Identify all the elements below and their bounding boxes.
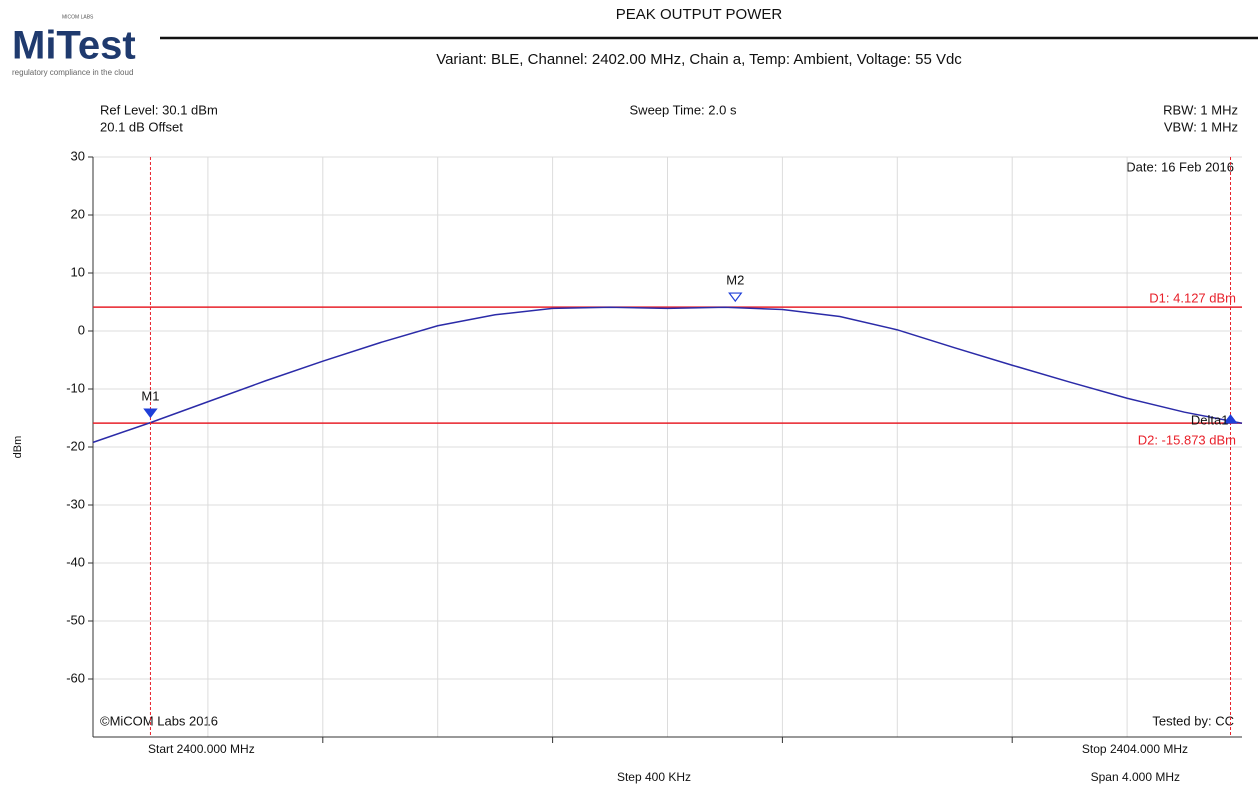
vbw: VBW: 1 MHz bbox=[1164, 119, 1238, 134]
y-tick-label: -60 bbox=[66, 670, 85, 685]
stop: Stop 2404.000 MHz bbox=[1082, 742, 1188, 756]
title: PEAK OUTPUT POWER bbox=[616, 6, 783, 23]
y-tick-label: 30 bbox=[71, 148, 85, 163]
logo-small: MICOM LABS bbox=[62, 14, 94, 20]
start: Start 2400.000 MHz bbox=[148, 742, 255, 756]
rbw: RBW: 1 MHz bbox=[1163, 102, 1238, 117]
sweep: Sweep Time: 2.0 s bbox=[630, 102, 737, 117]
marker bbox=[1223, 414, 1238, 424]
marker bbox=[143, 408, 158, 419]
reference-label: D1: 4.127 dBm bbox=[1149, 291, 1236, 306]
tagline: regulatory compliance in the cloud bbox=[12, 68, 133, 77]
reference-label: D2: -15.873 dBm bbox=[1138, 433, 1236, 448]
logo-text: MiTest bbox=[12, 24, 136, 68]
y-tick-label: 0 bbox=[78, 322, 85, 337]
logo: MiTest MICOM LABS regulatory compliance … bbox=[12, 14, 136, 77]
y-tick-label: -20 bbox=[66, 438, 85, 453]
ref-level: Ref Level: 30.1 dBm bbox=[100, 102, 218, 117]
y-tick-label: -10 bbox=[66, 380, 85, 395]
subtitle: Variant: BLE, Channel: 2402.00 MHz, Chai… bbox=[436, 51, 962, 68]
y-tick-label: 10 bbox=[71, 264, 85, 279]
offset: 20.1 dB Offset bbox=[100, 119, 183, 134]
trace bbox=[92, 306, 1243, 444]
step: Step 400 KHz bbox=[617, 770, 691, 784]
y-tick-label: -40 bbox=[66, 554, 85, 569]
copyright: ©MiCOM Labs 2016 bbox=[100, 713, 218, 728]
span: Span 4.000 MHz bbox=[1091, 770, 1180, 784]
y-axis-label: dBm bbox=[12, 436, 24, 459]
tested: Tested by: CC bbox=[1152, 713, 1234, 728]
marker-label: M1 bbox=[141, 389, 159, 404]
marker-label: M2 bbox=[726, 273, 744, 288]
date: Date: 16 Feb 2016 bbox=[1126, 159, 1234, 174]
marker-label: Delta1 bbox=[1191, 413, 1229, 428]
y-tick-label: -50 bbox=[66, 612, 85, 627]
marker bbox=[728, 292, 743, 303]
y-tick-label: 20 bbox=[71, 206, 85, 221]
y-tick-label: -30 bbox=[66, 496, 85, 511]
